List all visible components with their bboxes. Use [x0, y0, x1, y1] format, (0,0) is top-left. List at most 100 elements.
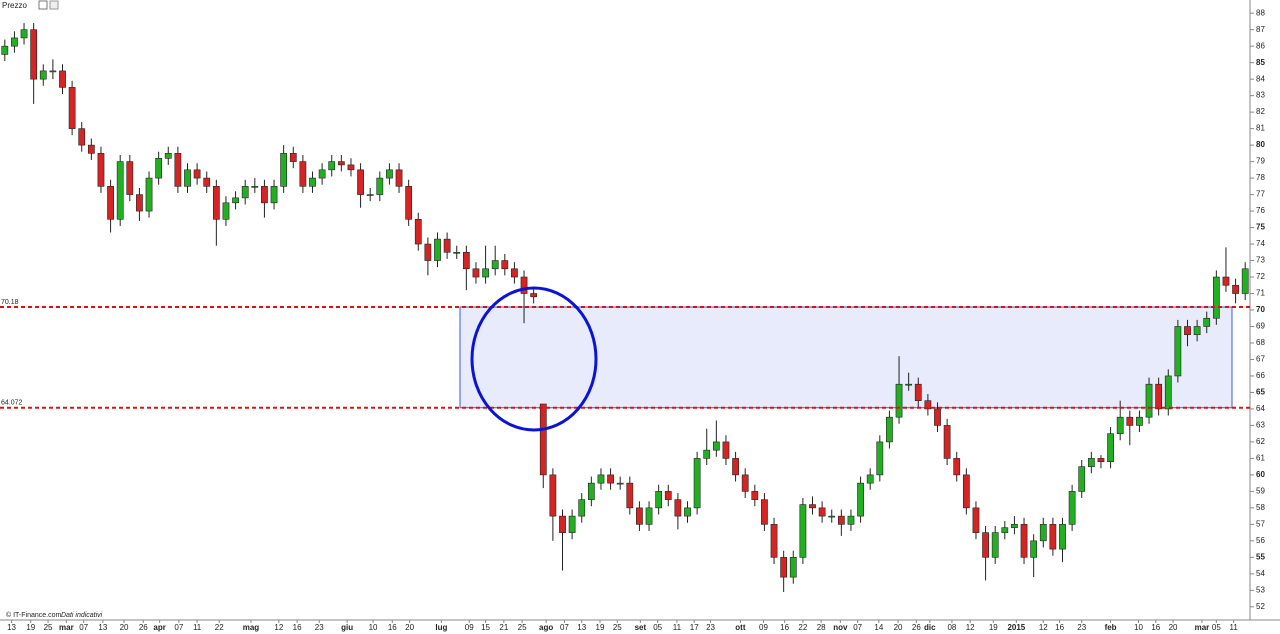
candle-body — [962, 474, 970, 509]
y-tick-label: 61 — [1256, 454, 1265, 463]
icon[interactable] — [38, 0, 48, 10]
x-tick-label: set — [635, 623, 647, 632]
icon[interactable] — [49, 0, 59, 10]
y-tick-label: 73 — [1256, 256, 1265, 265]
candle-body — [741, 474, 749, 492]
x-tick-label: feb — [1105, 623, 1117, 632]
candle-body — [789, 557, 797, 578]
candle-body — [934, 408, 941, 426]
y-tick-label: 70 — [1256, 305, 1265, 314]
y-tick-label: 80 — [1256, 140, 1265, 149]
x-tick-label: 25 — [44, 623, 53, 632]
candle-body — [828, 515, 836, 518]
x-tick-label: 10 — [369, 623, 378, 632]
x-tick-label: 11 — [673, 623, 682, 632]
title-icons — [38, 0, 59, 10]
y-tick-label: 79 — [1256, 157, 1265, 166]
candle-body — [136, 194, 143, 212]
candle-body — [1059, 524, 1066, 550]
candle-body — [395, 169, 403, 187]
candle-body — [203, 177, 211, 187]
x-tick-label: 10 — [1134, 623, 1143, 632]
candle-body — [761, 499, 768, 525]
x-tick-label: 22 — [798, 623, 807, 632]
candle-body — [174, 153, 182, 187]
candle-body — [1039, 524, 1047, 542]
candle-body — [482, 268, 489, 278]
y-tick-label: 66 — [1256, 371, 1265, 380]
candle-body — [1136, 416, 1143, 426]
candle-body — [347, 164, 355, 171]
x-tick-label: 28 — [817, 623, 826, 632]
candle-body — [1078, 466, 1086, 492]
y-tick-label: 60 — [1256, 470, 1265, 479]
candle-body — [616, 482, 624, 485]
candle-body — [520, 276, 528, 294]
candle-body — [59, 70, 66, 88]
candle-body — [1087, 458, 1095, 467]
candle-body — [1030, 540, 1038, 558]
candle-body — [386, 169, 393, 179]
y-tick-label: 65 — [1256, 388, 1265, 397]
zone — [459, 306, 1233, 409]
candle-body — [837, 515, 845, 525]
x-tick-label: 23 — [315, 623, 324, 632]
candle-body — [1164, 375, 1172, 410]
candle-body — [712, 441, 720, 451]
candle-body — [443, 238, 451, 253]
x-tick-label: apr — [153, 623, 165, 632]
x-tick-label: 11 — [1229, 623, 1238, 632]
y-tick-label: 82 — [1256, 107, 1265, 116]
candle-body — [453, 251, 461, 254]
candle-body — [770, 524, 778, 558]
x-tick-label: 20 — [894, 623, 903, 632]
candle-body — [1203, 317, 1211, 327]
x-tick-label: ott — [735, 623, 746, 632]
candle-body — [164, 153, 172, 159]
candle-body — [241, 186, 249, 199]
candle-body — [270, 186, 278, 204]
candle-body — [212, 186, 220, 220]
candle-body — [636, 507, 643, 525]
candle-body — [11, 37, 18, 47]
candle-body — [539, 403, 547, 476]
candle-body — [568, 515, 576, 533]
y-tick-label: 77 — [1256, 190, 1265, 199]
candle-body — [847, 515, 855, 525]
x-tick-label: 25 — [613, 623, 622, 632]
x-tick-label: 26 — [139, 623, 148, 632]
candle-body — [78, 128, 86, 146]
x-tick-label: 16 — [388, 623, 397, 632]
candle-body — [1184, 326, 1191, 336]
x-tick-label: 07 — [174, 623, 183, 632]
x-tick-label: 19 — [26, 623, 35, 632]
candle-body — [337, 161, 345, 166]
candle-body — [809, 504, 816, 509]
x-tick-label: 07 — [560, 623, 569, 632]
y-tick-label: 78 — [1256, 173, 1265, 182]
y-tick-label: 56 — [1256, 536, 1265, 545]
candle-body — [30, 29, 38, 80]
candle-body — [501, 260, 509, 270]
candle-body — [1020, 524, 1028, 558]
candle-body — [876, 441, 884, 476]
candle-body — [943, 425, 951, 459]
candle-body — [905, 383, 913, 386]
y-tick-label: 81 — [1256, 124, 1265, 133]
candle-body — [1155, 383, 1163, 410]
x-tick-label: mag — [243, 623, 260, 632]
candle-body — [549, 474, 557, 517]
y-tick-label: 86 — [1256, 41, 1265, 50]
y-tick-label: 64 — [1256, 404, 1265, 413]
candle-body — [982, 532, 989, 558]
y-tick-label: 85 — [1256, 58, 1265, 67]
y-tick-label: 54 — [1256, 569, 1265, 578]
candle-body — [1049, 524, 1057, 550]
x-tick-label: 16 — [293, 623, 302, 632]
y-tick-label: 58 — [1256, 503, 1265, 512]
x-tick-label: nov — [833, 623, 848, 632]
y-tick-label: 55 — [1256, 552, 1265, 561]
x-tick-label: 16 — [780, 623, 789, 632]
x-tick-label: 07 — [79, 623, 88, 632]
